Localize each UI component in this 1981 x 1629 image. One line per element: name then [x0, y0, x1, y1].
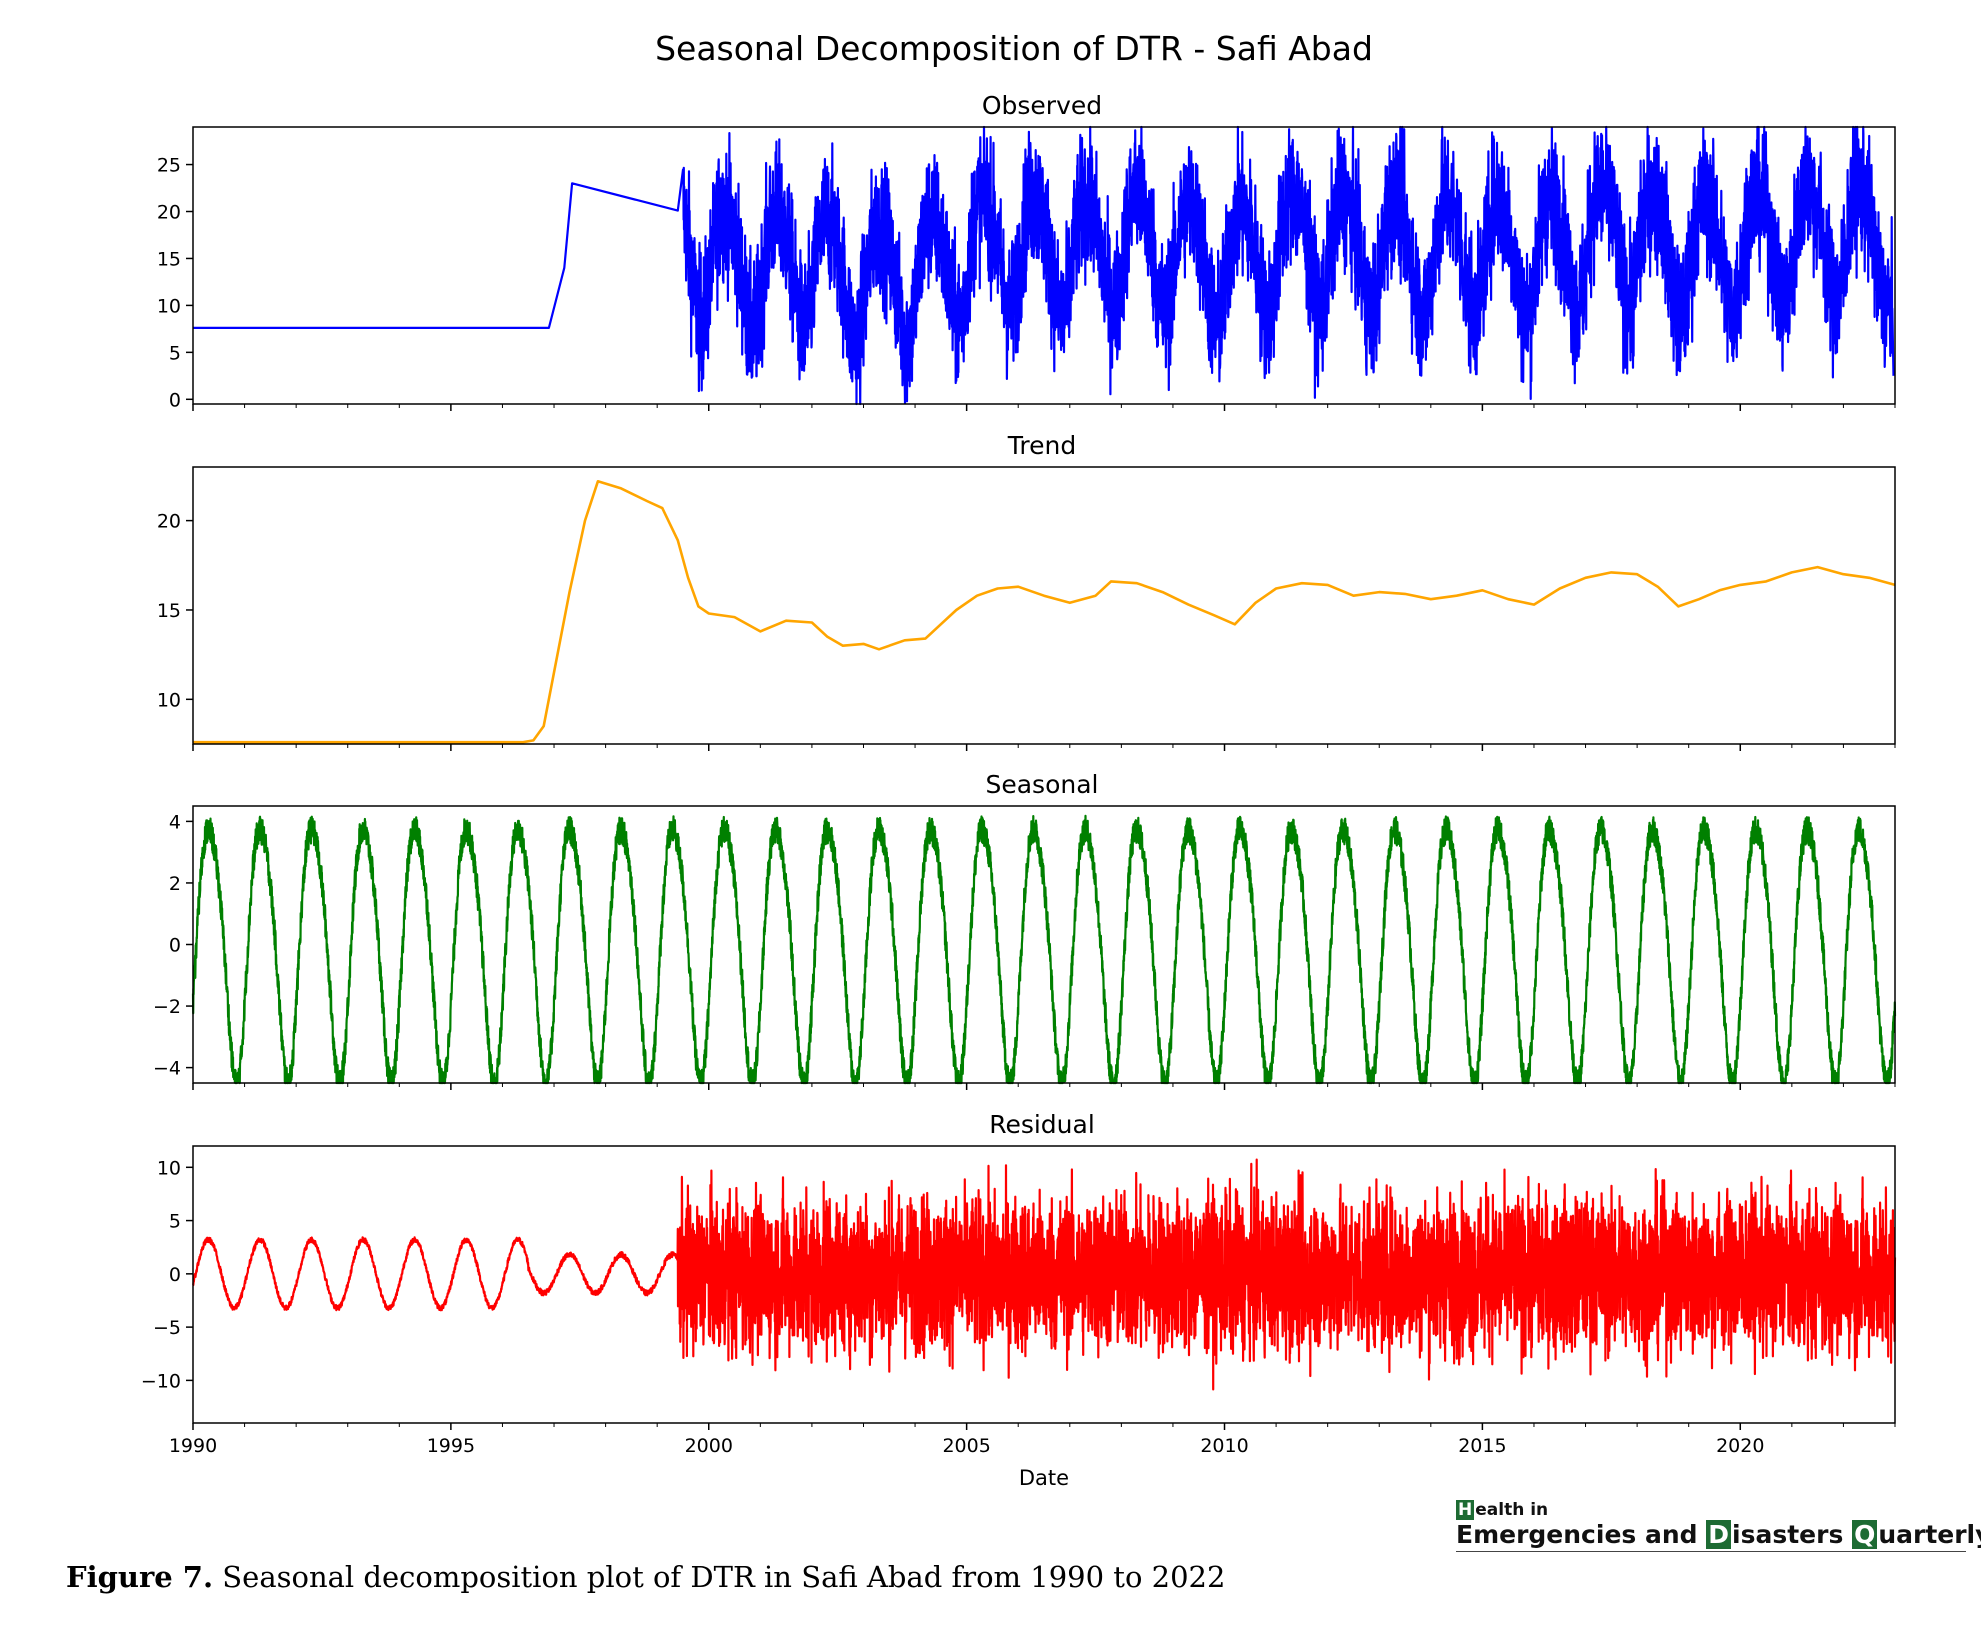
x-tick-label: 1990 [169, 1435, 217, 1457]
x-tick-label: 2020 [1716, 1435, 1764, 1457]
plot-frame-trend [192, 466, 1896, 745]
y-tick-label: 20 [157, 511, 181, 533]
y-tick-label: 2 [169, 873, 181, 895]
residual-series [192, 1158, 1897, 1391]
y-ticks-seasonal: 4 2 0 −2 −4 [153, 811, 193, 1080]
plot-frame-residual [192, 1145, 1896, 1424]
observed-series [193, 125, 1895, 406]
y-tick-label: 15 [157, 600, 181, 622]
y-ticks-residual: 10 5 0 −5 −10 [141, 1157, 193, 1392]
panel-trend: Trend 10 15 20 [157, 431, 1896, 751]
caption-label: Figure 7. [66, 1560, 214, 1594]
y-tick-label: 25 [157, 155, 181, 177]
y-tick-label: 15 [157, 248, 181, 270]
y-tick-label: 20 [157, 202, 181, 224]
panel-residual: Residual 10 5 0 −5 −10 1990 1995 2000 2005 2010 2… [141, 1110, 1897, 1457]
caption-text: Seasonal decomposition plot of DTR in Sa… [213, 1560, 1226, 1594]
y-tick-label: 5 [169, 342, 181, 364]
panel-title-seasonal: Seasonal [985, 770, 1098, 799]
y-ticks-trend: 10 15 20 [157, 511, 193, 711]
panel-observed: Observed 0 5 10 15 20 25 [157, 91, 1896, 411]
y-tick-label: 10 [157, 295, 181, 317]
x-tick-label: 2000 [685, 1435, 733, 1457]
y-ticks-observed: 0 5 10 15 20 25 [157, 155, 193, 411]
y-tick-label: 0 [169, 389, 181, 411]
x-ticks-seasonal [192, 1083, 1896, 1090]
y-tick-label: −2 [153, 996, 181, 1018]
logo-box-q: Q [1852, 1520, 1878, 1549]
x-tick-label: 2010 [1200, 1435, 1248, 1457]
y-tick-label: 10 [157, 1157, 181, 1179]
logo-box-h: H [1456, 1500, 1475, 1520]
y-tick-label: 0 [169, 1264, 181, 1286]
panel-seasonal: Seasonal 4 2 0 −2 −4 [153, 770, 1897, 1090]
y-tick-label: −5 [153, 1317, 181, 1339]
logo-line2-b: isasters [1732, 1520, 1853, 1549]
panel-title-observed: Observed [982, 91, 1102, 120]
figure-caption: Figure 7. Seasonal decomposition plot of… [66, 1560, 1225, 1594]
y-tick-label: 4 [169, 811, 181, 833]
x-axis-label: Date [1019, 1466, 1069, 1490]
x-tick-label: 2005 [942, 1435, 990, 1457]
y-tick-label: 0 [169, 935, 181, 957]
logo-line2-a: Emergencies and [1456, 1520, 1707, 1549]
seasonal-line [191, 814, 1897, 1085]
y-tick-label: −10 [141, 1370, 181, 1392]
residual-line [192, 1158, 1897, 1391]
x-ticks-observed [192, 404, 1896, 411]
y-tick-label: −4 [153, 1058, 181, 1080]
y-tick-label: 10 [157, 689, 181, 711]
trend-series [193, 480, 1896, 744]
observed-line [193, 125, 1895, 406]
logo-line2-c: uarterly [1878, 1520, 1981, 1549]
logo-box-d: D [1706, 1520, 1732, 1549]
x-tick-label: 2015 [1458, 1435, 1506, 1457]
figure-title: Seasonal Decomposition of DTR - Safi Aba… [655, 29, 1373, 68]
panel-title-residual: Residual [989, 1110, 1095, 1139]
x-tick-label: 1995 [427, 1435, 475, 1457]
x-ticks-trend [192, 744, 1896, 751]
panel-title-trend: Trend [1007, 431, 1076, 460]
seasonal-series [191, 814, 1897, 1085]
x-ticks-residual: 1990 1995 2000 2005 2010 2015 2020 [169, 1423, 1896, 1457]
logo-line1-text: ealth in [1475, 1500, 1549, 1520]
y-tick-label: 5 [169, 1211, 181, 1233]
plot-frame-observed [192, 126, 1896, 405]
trend-line [193, 480, 1896, 744]
